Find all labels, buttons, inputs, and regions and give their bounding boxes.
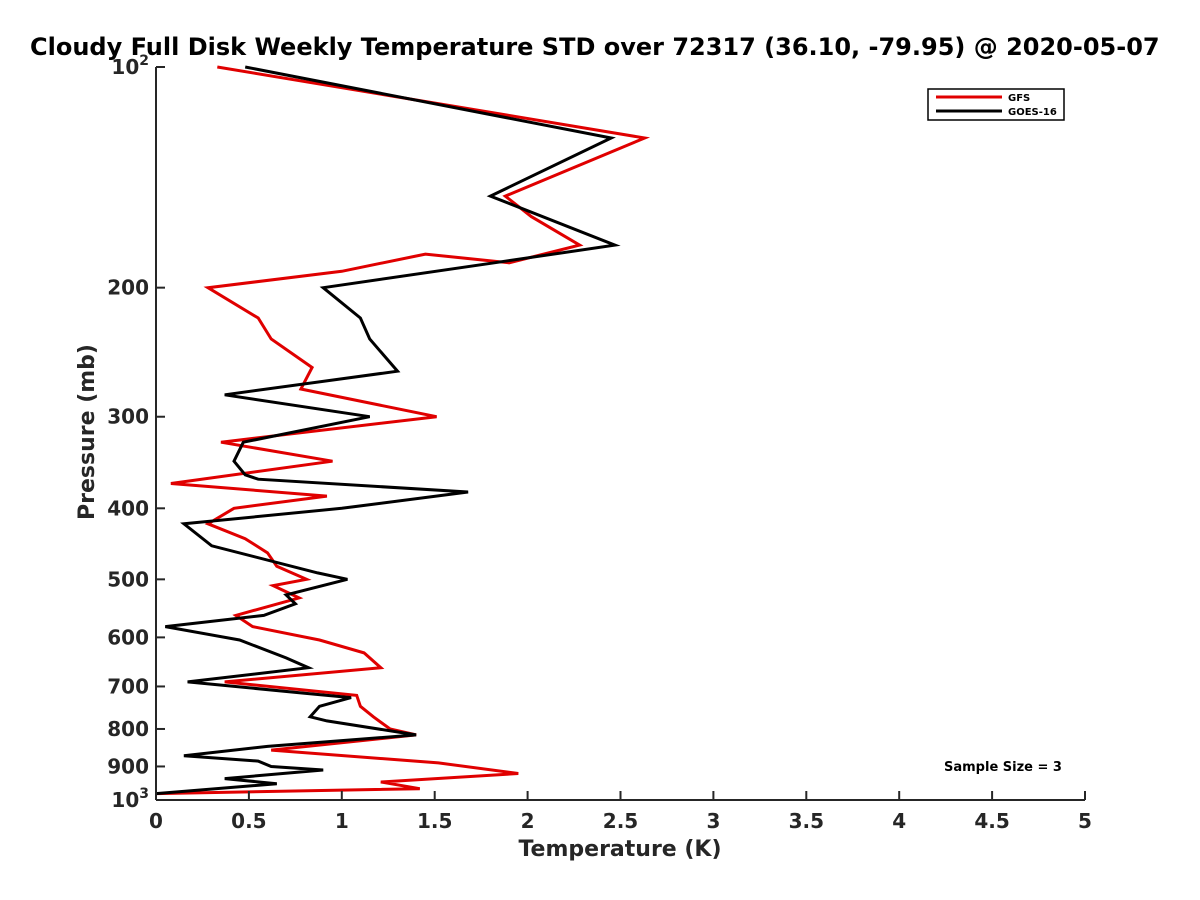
plot-lines <box>155 65 651 796</box>
series-line-goes-16 <box>155 65 621 796</box>
x-tick-label: 4.5 <box>974 809 1009 833</box>
x-tick-label: 1.5 <box>417 809 452 833</box>
y-tick-label: 200 <box>107 276 149 300</box>
y-tick-label: 500 <box>107 567 149 591</box>
x-axis-label: Temperature (K) <box>518 837 721 862</box>
x-tick-label: 5 <box>1078 809 1092 833</box>
series-line-gfs <box>155 65 651 796</box>
y-tick-label: 102 <box>111 53 149 79</box>
legend-label: GFS <box>1008 93 1030 104</box>
y-tick-label: 900 <box>107 754 149 778</box>
x-axis-ticks: 0 0.5 1 1.5 2 2.5 3 3.5 4 4.5 5 <box>149 791 1092 833</box>
x-tick-label: 4 <box>892 809 906 833</box>
y-axis-ticks: 102 200 300 400 500 600 700 800 900 103 <box>107 53 165 812</box>
x-tick-label: 3.5 <box>789 809 824 833</box>
legend-box <box>927 88 1065 121</box>
x-tick-label: 3 <box>706 809 720 833</box>
x-tick-label: 0 <box>149 809 163 833</box>
y-tick-label: 103 <box>111 786 149 812</box>
y-tick-label: 800 <box>107 717 149 741</box>
x-tick-label: 0.5 <box>231 809 266 833</box>
legend: GFS GOES-16 <box>927 88 1065 121</box>
x-tick-label: 2 <box>521 809 535 833</box>
y-tick-label: 700 <box>107 674 149 698</box>
chart-title: Cloudy Full Disk Weekly Temperature STD … <box>30 33 1160 61</box>
y-axis-label: Pressure (mb) <box>75 344 100 520</box>
y-tick-label: 400 <box>107 496 149 520</box>
y-tick-label: 600 <box>107 625 149 649</box>
legend-label: GOES-16 <box>1008 107 1057 118</box>
x-tick-label: 2.5 <box>603 809 638 833</box>
x-tick-label: 1 <box>335 809 349 833</box>
y-tick-label: 300 <box>107 405 149 429</box>
sample-size-annotation: Sample Size = 3 <box>944 760 1062 775</box>
